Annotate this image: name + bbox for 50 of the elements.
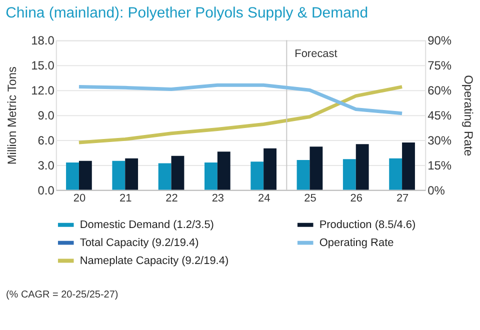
text: (% CAGR = 20-25/25-27) — [6, 290, 118, 301]
x-tick-label: 20 — [73, 192, 86, 204]
x-tick-label: 22 — [166, 192, 178, 204]
y-tick-label: 9.0 — [38, 108, 55, 123]
y-tick-label: 15.0 — [31, 58, 55, 73]
y-tick-label: 6.0 — [38, 134, 55, 148]
y2-tick-label: 90% — [428, 34, 452, 48]
bar — [217, 152, 230, 190]
bar — [204, 162, 218, 190]
line-series — [77, 85, 404, 144]
legend-label: Domestic Demand (1.2/3.5) — [80, 218, 214, 231]
x-tick-label: 25 — [304, 192, 316, 204]
y-tick-label: 0.0 — [38, 183, 55, 198]
bar — [125, 158, 138, 190]
bar — [402, 142, 415, 190]
y-tick-label: 18.0 — [31, 34, 55, 48]
y-tick-label: 12.0 — [31, 84, 55, 98]
chart-title: China (mainland): Polyether Polyols Supply & Demand — [6, 4, 368, 22]
y2-tick-label: 15% — [428, 158, 452, 172]
y2-tick-label: 75% — [428, 58, 452, 73]
bar — [171, 156, 184, 190]
bar — [310, 146, 323, 190]
x-tick-label: 23 — [212, 192, 224, 204]
bar — [112, 160, 126, 190]
y2-tick-label: 60% — [428, 84, 452, 98]
bar — [250, 162, 264, 190]
y-axis-title: Million Metric Tons — [5, 66, 20, 165]
legend-label: Nameplate Capacity (9.2/19.4) — [80, 254, 229, 267]
x-tick-label: 21 — [120, 192, 132, 204]
bar — [78, 160, 92, 190]
legend-label: Production (8.5/4.6) — [319, 218, 416, 231]
y-tick-label: 3.0 — [38, 158, 55, 172]
y2-tick-label: 30% — [428, 134, 452, 148]
bar — [296, 160, 310, 190]
bar — [356, 144, 369, 190]
x-tick-label: 27 — [396, 192, 409, 204]
ref-line-label: Forecast — [294, 48, 338, 60]
y2-tick-label: 0% — [428, 183, 446, 198]
legend-label: Total Capacity (9.2/19.4) — [80, 236, 199, 249]
bar — [342, 159, 356, 190]
x-tick-label: 26 — [350, 192, 362, 204]
bar — [389, 158, 402, 190]
bar — [264, 148, 276, 190]
x-tick-label: 24 — [258, 192, 270, 204]
bar — [158, 163, 172, 190]
y2-axis-title: Operating Rate — [462, 74, 476, 157]
bar — [66, 162, 79, 190]
legend-label: Operating Rate — [319, 236, 394, 249]
line-series — [77, 83, 404, 116]
y2-tick-label: 45% — [428, 108, 452, 123]
